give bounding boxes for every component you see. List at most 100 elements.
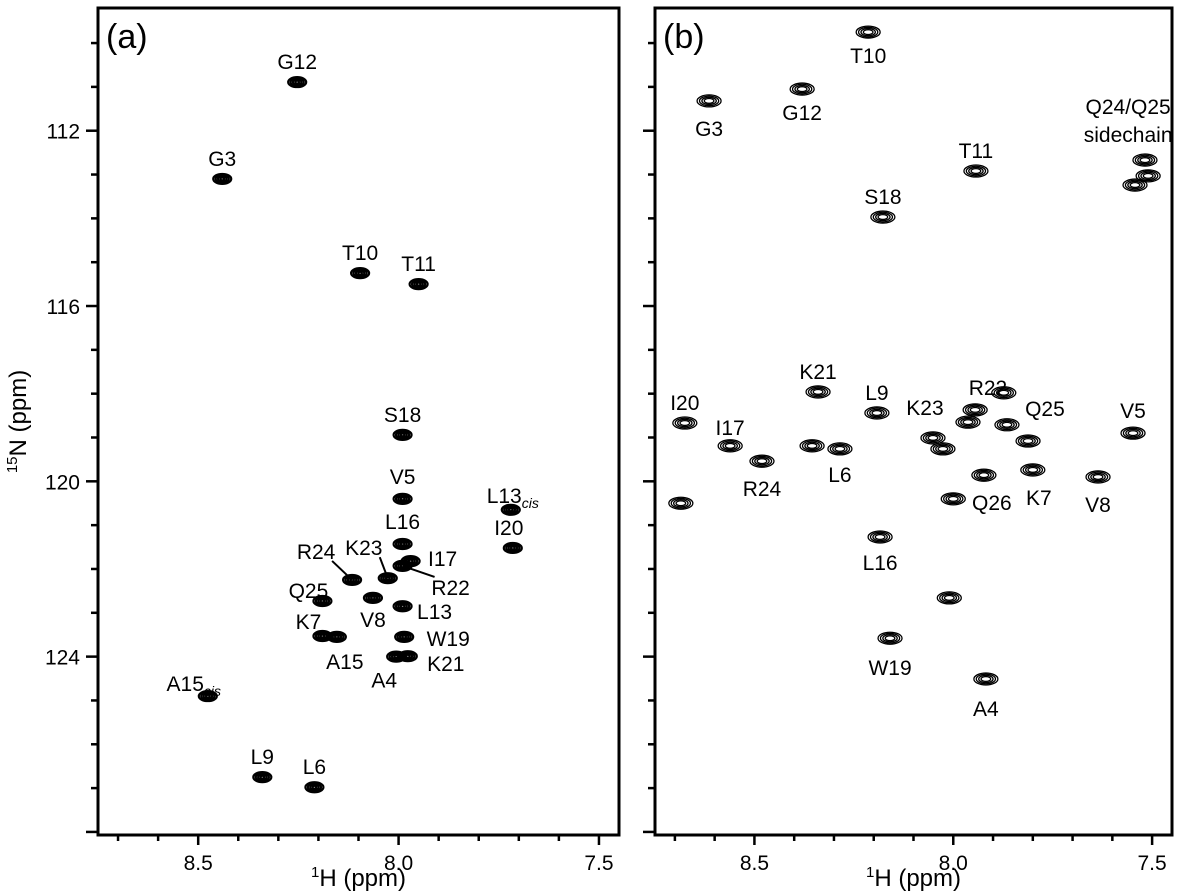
peak-label: W19	[427, 628, 470, 651]
peak-label: T11	[959, 140, 994, 163]
peak-contour	[719, 440, 741, 452]
peak-contour	[827, 442, 853, 456]
peak-contour	[1027, 466, 1039, 473]
peak-contour	[1122, 178, 1148, 192]
peak-contour	[862, 29, 874, 36]
peak-contour	[860, 27, 877, 37]
peak-contour	[509, 545, 516, 551]
peak-contour	[1134, 154, 1156, 166]
peak-contour	[962, 419, 974, 426]
peak-contour	[832, 444, 848, 454]
peak-contour	[874, 533, 886, 541]
peak-contour	[996, 419, 1018, 431]
peak-contour	[864, 406, 890, 420]
peak-contour	[252, 771, 273, 784]
peak-contour	[789, 82, 815, 96]
peak-contour	[370, 595, 376, 601]
peak	[799, 439, 825, 453]
peak: A15	[326, 630, 364, 674]
peak-label-text: K7	[1026, 487, 1052, 510]
peak-contour	[939, 592, 960, 604]
peak-contour	[971, 468, 997, 482]
peak: R24	[743, 454, 782, 501]
panel-label: (a)	[106, 18, 148, 56]
peak-contour	[329, 632, 345, 642]
peak-label-text: L16	[863, 552, 898, 575]
peak-contour	[857, 26, 879, 38]
peak-contour	[404, 653, 411, 659]
peak-contour	[257, 773, 268, 781]
peak-contour	[805, 385, 831, 399]
peak-label: W19	[868, 657, 911, 680]
peak-label-text: V8	[1085, 494, 1111, 517]
peak-contour	[394, 493, 411, 504]
peak-label-text: G3	[695, 118, 723, 141]
peak: L6	[303, 756, 326, 794]
peak-contour	[397, 495, 408, 503]
peak-label: L16	[385, 511, 420, 534]
y-tick-label: 112	[47, 121, 80, 144]
peak-label: I20	[670, 392, 699, 415]
peak-contour	[505, 506, 517, 514]
peak-label: Q25	[289, 580, 329, 603]
peak-contour	[676, 418, 693, 428]
peak-contour	[394, 561, 411, 571]
peak-label: Q26	[972, 492, 1012, 515]
peak-contour	[945, 494, 962, 504]
peak-label-text: A4	[973, 698, 999, 721]
peak-contour	[869, 531, 891, 543]
peak: W19	[394, 628, 470, 651]
peak-label-text: V5	[1120, 400, 1146, 423]
x-axis-title: 1H (ppm)	[311, 864, 406, 892]
peak: L16	[863, 530, 898, 575]
peak-contour	[219, 176, 226, 182]
peak-contour	[400, 651, 416, 662]
peak-contour	[1024, 465, 1041, 475]
peak-contour	[994, 418, 1020, 432]
peak	[930, 442, 956, 456]
peak-contour	[870, 210, 896, 224]
peak: R24	[297, 541, 363, 587]
peak-contour	[287, 75, 308, 89]
peak-contour	[722, 441, 739, 451]
peak-contour	[396, 632, 412, 642]
peak: G12	[782, 82, 822, 125]
peak-contour	[970, 167, 982, 175]
peak-contour	[367, 594, 379, 602]
peak-contour	[674, 417, 696, 429]
peak-label-text: K23	[345, 537, 382, 560]
peak: T10	[850, 25, 886, 68]
peak-label: V8	[360, 609, 386, 632]
peak-label-text: K23	[906, 397, 943, 420]
peak-contour	[872, 211, 894, 223]
peak-contour	[834, 445, 846, 452]
peak-label-text: T11	[401, 253, 436, 276]
peak-contour	[999, 420, 1015, 430]
peak: K23	[345, 537, 398, 585]
peak-contour	[670, 497, 692, 509]
peak-contour	[304, 781, 325, 794]
peak-contour	[1142, 172, 1154, 179]
peak-label-subscript: cis	[204, 683, 221, 699]
peak-label-text: G12	[277, 51, 317, 74]
peak-contour	[941, 593, 958, 603]
peak-label-text: K21	[427, 653, 464, 676]
peak-contour	[717, 439, 743, 453]
peak: W19	[868, 631, 912, 680]
peak-label: K23	[345, 537, 382, 560]
peak-contour	[317, 597, 328, 605]
peak-contour	[1127, 430, 1139, 437]
peak-contour	[1017, 435, 1039, 447]
peak-label-text: L6	[828, 464, 851, 487]
peak-label-text: I20	[670, 392, 699, 415]
peak-contour	[810, 387, 826, 397]
peak-label: R24	[297, 541, 336, 564]
peak-label-text: W19	[868, 657, 911, 680]
peak-label-text: L9	[865, 382, 888, 405]
peak-label: L6	[303, 756, 326, 779]
peak-contour	[397, 602, 408, 610]
peak-contour	[965, 165, 987, 177]
peak-label: L9	[865, 382, 888, 405]
peak-contour	[855, 25, 881, 39]
